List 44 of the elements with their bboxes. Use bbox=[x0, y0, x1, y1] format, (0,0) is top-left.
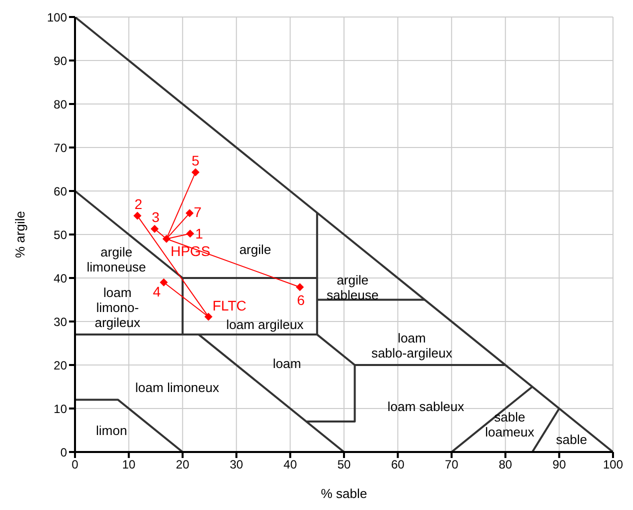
series-label: 7 bbox=[194, 204, 202, 220]
y-tick-label: 20 bbox=[54, 358, 68, 372]
y-tick-label: 90 bbox=[54, 54, 68, 68]
x-tick-label: 100 bbox=[602, 458, 624, 472]
x-tick-label: 60 bbox=[391, 458, 405, 472]
y-tick-label: 80 bbox=[54, 97, 68, 112]
x-tick-label: 70 bbox=[444, 458, 459, 472]
x-axis-title: % sable bbox=[320, 486, 368, 501]
x-tick-label: 10 bbox=[122, 458, 136, 472]
annotation: limon bbox=[96, 422, 128, 438]
x-tick-label: 20 bbox=[176, 458, 190, 472]
series-label: 3 bbox=[152, 208, 160, 225]
annotation: loam sablo-argileux bbox=[371, 330, 453, 360]
y-axis-title: % argile bbox=[12, 211, 28, 258]
y-tick-label: 30 bbox=[54, 314, 68, 329]
series-label: FLTC bbox=[212, 298, 246, 314]
x-tick-label: 50 bbox=[337, 458, 351, 472]
annotation: sable bbox=[556, 431, 588, 446]
annotation: argile limoneuse bbox=[86, 244, 146, 274]
series-label: 4 bbox=[152, 283, 161, 300]
y-tick-label: 60 bbox=[54, 184, 68, 198]
annotation: loam limoneux bbox=[135, 380, 220, 395]
annotation: argile sableuse bbox=[326, 272, 379, 302]
annotation: sable loameux bbox=[485, 409, 535, 440]
annotation: loam limono- argileux bbox=[94, 284, 141, 330]
x-tick-label: 30 bbox=[230, 458, 244, 472]
series-label: 2 bbox=[134, 196, 143, 212]
series-label: 1 bbox=[195, 226, 204, 242]
y-tick-label: 70 bbox=[54, 140, 68, 155]
y-tick-label: 0 bbox=[60, 445, 68, 460]
annotation: loam sableux bbox=[387, 398, 465, 414]
annotation: loam argileux bbox=[226, 316, 304, 332]
annotation: argile bbox=[239, 241, 272, 256]
x-tick-label: 80 bbox=[498, 458, 512, 472]
y-tick-label: 40 bbox=[54, 271, 68, 286]
y-tick-label: 10 bbox=[54, 402, 68, 416]
y-tick-label: 50 bbox=[54, 228, 68, 242]
x-tick-label: 90 bbox=[552, 458, 566, 472]
x-tick-label: 40 bbox=[284, 458, 298, 472]
series-label: 6 bbox=[296, 292, 305, 308]
x-tick-label: 0 bbox=[72, 458, 79, 472]
annotation: loam bbox=[272, 355, 302, 370]
series-label: 5 bbox=[192, 152, 200, 168]
y-tick-label: 100 bbox=[46, 10, 68, 24]
